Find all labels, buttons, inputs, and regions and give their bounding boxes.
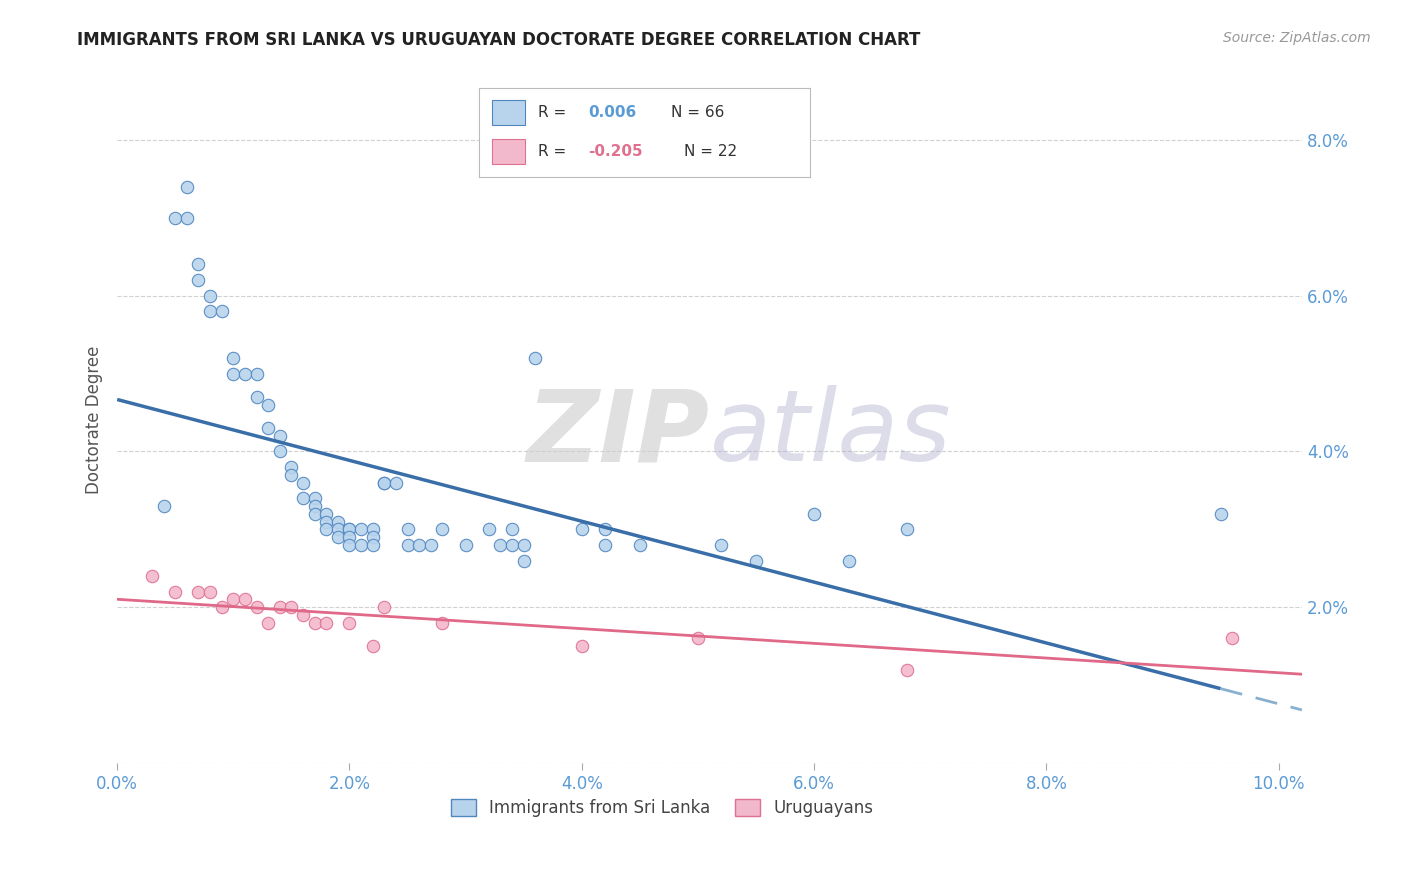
Point — [593, 538, 616, 552]
Point — [710, 538, 733, 552]
Point — [396, 522, 419, 536]
Point — [361, 530, 384, 544]
Point — [361, 538, 384, 552]
Point — [187, 273, 209, 287]
Point — [198, 584, 221, 599]
Point — [245, 600, 267, 615]
Point — [222, 367, 245, 381]
Point — [269, 444, 291, 458]
Point — [686, 632, 709, 646]
Point — [501, 522, 523, 536]
Point — [745, 553, 768, 567]
Point — [361, 639, 384, 653]
Point — [524, 351, 547, 365]
Point — [408, 538, 430, 552]
Point — [304, 507, 326, 521]
Point — [385, 475, 408, 490]
Point — [454, 538, 477, 552]
Point — [432, 615, 454, 630]
Point — [339, 538, 361, 552]
Point — [1220, 632, 1243, 646]
Point — [339, 522, 361, 536]
Point — [315, 507, 337, 521]
Point — [838, 553, 860, 567]
Point — [339, 615, 361, 630]
Point — [512, 538, 534, 552]
Point — [152, 499, 174, 513]
Point — [315, 522, 337, 536]
Point — [211, 304, 233, 318]
Point — [257, 615, 280, 630]
Point — [315, 615, 337, 630]
Point — [165, 584, 187, 599]
Y-axis label: Doctorate Degree: Doctorate Degree — [86, 346, 103, 494]
Point — [304, 615, 326, 630]
Point — [315, 515, 337, 529]
Point — [478, 522, 501, 536]
Point — [304, 499, 326, 513]
Point — [896, 663, 918, 677]
Point — [571, 639, 593, 653]
Point — [501, 538, 523, 552]
Point — [326, 530, 349, 544]
Point — [257, 421, 280, 435]
Point — [280, 460, 302, 475]
Point — [211, 600, 233, 615]
Point — [896, 522, 918, 536]
Text: IMMIGRANTS FROM SRI LANKA VS URUGUAYAN DOCTORATE DEGREE CORRELATION CHART: IMMIGRANTS FROM SRI LANKA VS URUGUAYAN D… — [77, 31, 921, 49]
Point — [326, 522, 349, 536]
Point — [233, 367, 256, 381]
Point — [222, 592, 245, 607]
Point — [512, 553, 534, 567]
Point — [803, 507, 825, 521]
Text: atlas: atlas — [710, 385, 952, 483]
Point — [292, 608, 315, 623]
Point — [373, 475, 395, 490]
Point — [628, 538, 651, 552]
Point — [373, 600, 395, 615]
Point — [326, 515, 349, 529]
Point — [339, 530, 361, 544]
Point — [339, 522, 361, 536]
Point — [187, 584, 209, 599]
Point — [222, 351, 245, 365]
Legend: Immigrants from Sri Lanka, Uruguayans: Immigrants from Sri Lanka, Uruguayans — [444, 792, 880, 823]
Point — [396, 538, 419, 552]
Point — [304, 491, 326, 506]
Point — [292, 491, 315, 506]
Text: ZIP: ZIP — [527, 385, 710, 483]
Point — [245, 390, 267, 404]
Point — [269, 429, 291, 443]
Point — [257, 398, 280, 412]
Point — [198, 304, 221, 318]
Point — [361, 522, 384, 536]
Point — [593, 522, 616, 536]
Point — [373, 475, 395, 490]
Point — [432, 522, 454, 536]
Point — [350, 538, 373, 552]
Text: Source: ZipAtlas.com: Source: ZipAtlas.com — [1223, 31, 1371, 45]
Point — [165, 211, 187, 225]
Point — [489, 538, 512, 552]
Point — [350, 522, 373, 536]
Point — [198, 288, 221, 302]
Point — [141, 569, 163, 583]
Point — [269, 600, 291, 615]
Point — [419, 538, 441, 552]
Point — [233, 592, 256, 607]
Point — [280, 467, 302, 482]
Point — [1209, 507, 1232, 521]
Point — [292, 475, 315, 490]
Point — [187, 257, 209, 271]
Point — [176, 211, 198, 225]
Point — [280, 600, 302, 615]
Point — [571, 522, 593, 536]
Point — [176, 179, 198, 194]
Point — [245, 367, 267, 381]
